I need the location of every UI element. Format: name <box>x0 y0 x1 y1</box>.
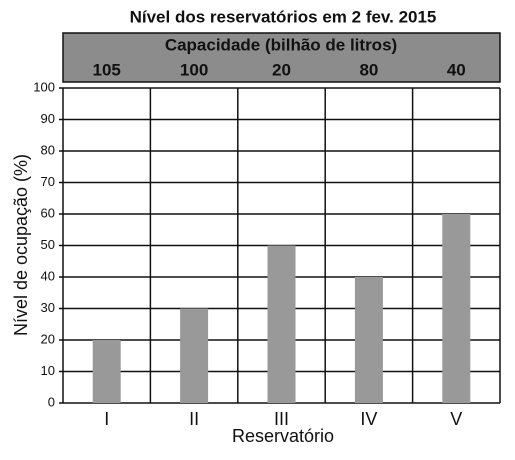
bar <box>354 277 383 403</box>
y-tick-label: 80 <box>41 142 55 157</box>
chart-title: Nível dos reservatórios em 2 fev. 2015 <box>130 7 437 26</box>
y-tick-label: 60 <box>41 205 55 220</box>
y-tick-label: 50 <box>41 237 55 252</box>
capacity-value: 105 <box>93 60 121 79</box>
y-axis-label: Nível de ocupação (%) <box>11 154 31 336</box>
bar <box>180 308 209 403</box>
y-tick-label: 100 <box>33 79 55 94</box>
x-axis-label: Reservatório <box>232 426 334 446</box>
capacity-box <box>62 32 501 83</box>
y-tick-label: 0 <box>48 394 55 409</box>
x-tick-label: V <box>450 409 462 429</box>
x-tick-label: IV <box>360 409 377 429</box>
y-tick-label: 70 <box>41 174 55 189</box>
y-tick-label: 40 <box>41 268 55 283</box>
x-tick-label: II <box>189 409 199 429</box>
capacity-value: 20 <box>272 60 291 79</box>
bar <box>92 340 121 403</box>
y-tick-label: 20 <box>41 331 55 346</box>
y-tick-label: 10 <box>41 363 55 378</box>
capacity-value: 80 <box>359 60 378 79</box>
capacity-value: 100 <box>180 60 208 79</box>
y-tick-label: 30 <box>41 300 55 315</box>
x-tick-label: III <box>274 409 289 429</box>
x-tick-label: I <box>104 409 109 429</box>
bar <box>267 245 296 403</box>
bar <box>442 214 471 403</box>
capacity-value: 40 <box>447 60 466 79</box>
y-tick-label: 90 <box>41 111 55 126</box>
capacity-label: Capacidade (bilhão de litros) <box>165 35 397 54</box>
